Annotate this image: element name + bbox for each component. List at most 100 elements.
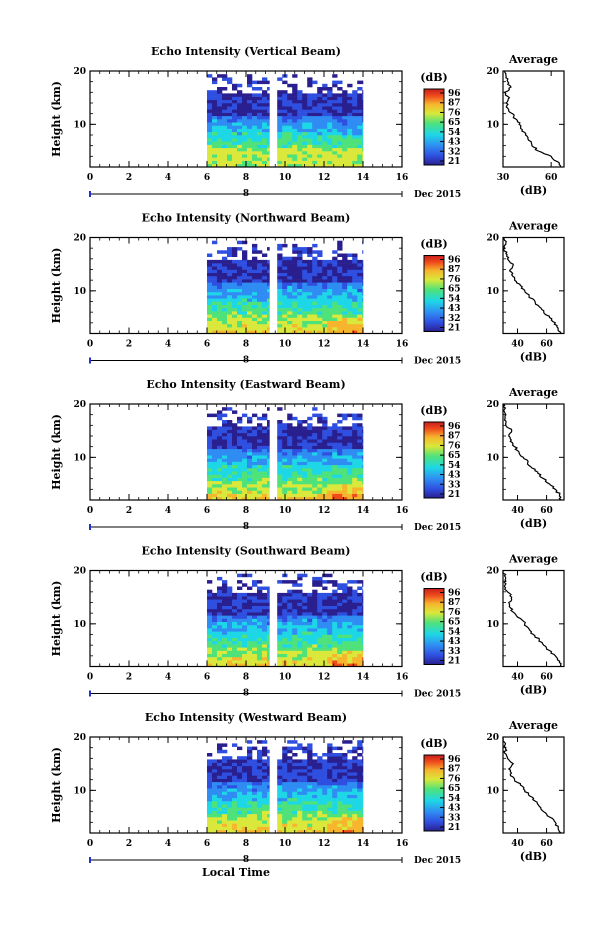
heatmap-cell [302, 144, 308, 149]
heatmap-cell [317, 612, 323, 616]
heatmap-cell [242, 596, 248, 600]
heatmap-cell [337, 243, 343, 248]
heatmap-cell [207, 99, 213, 104]
average-x-tick-label: 40 [511, 839, 524, 849]
heatmap-cell [317, 468, 323, 472]
heatmap-cell [262, 304, 268, 309]
heatmap-cell [232, 653, 238, 658]
heatmap-cell [277, 147, 283, 152]
heatmap-cell [212, 778, 218, 783]
heatmap-cell [267, 288, 270, 293]
heatmap-cell [252, 144, 258, 149]
heatmap-cell [247, 762, 253, 767]
heatmap-cell [337, 612, 343, 616]
heatmap-cell [252, 119, 258, 123]
heatmap-cell [242, 317, 248, 321]
heatmap-cell [337, 817, 343, 821]
heatmap-cell [327, 772, 333, 776]
average-frame [502, 236, 565, 335]
heatmap-cell [307, 788, 313, 792]
heatmap-cell [237, 640, 243, 645]
heatmap-cell [337, 298, 343, 302]
heatmap-cell [297, 147, 303, 152]
heatmap-cell [277, 791, 283, 795]
heatmap-cell [237, 599, 243, 603]
heatmap-cell [307, 778, 313, 783]
heatmap-cell [232, 634, 238, 638]
heatmap-cell [287, 307, 293, 312]
heatmap-cell [347, 413, 353, 418]
heatmap-cell [207, 253, 213, 257]
heatmap-cell [297, 817, 303, 821]
heatmap-cell [222, 103, 228, 107]
heatmap-cell [232, 759, 238, 763]
heatmap-cell [312, 634, 318, 638]
heatmap-cell [342, 621, 348, 626]
heatmap-cell [262, 330, 268, 334]
heatmap-cell [342, 762, 348, 767]
heatmap-cell [257, 416, 263, 421]
heatmap-cell [362, 791, 364, 795]
heatmap-cell [307, 416, 313, 421]
heatmap-cell [267, 266, 270, 270]
heatmap-cell [252, 817, 258, 821]
heatmap-cell [287, 650, 293, 654]
heatmap-cell [242, 756, 248, 760]
heatmap-cell [362, 125, 364, 129]
heatmap-cell [307, 471, 313, 475]
heatmap-cell [222, 589, 228, 594]
heatmap-cell [217, 285, 223, 289]
heatmap-cell [352, 279, 358, 283]
heatmap-cell [267, 660, 270, 664]
heatmap-cell [267, 762, 270, 767]
heatmap-cell [307, 144, 313, 149]
heatmap-cell [302, 791, 308, 795]
heatmap-cell [342, 823, 348, 827]
heatmap-cell [357, 426, 363, 430]
heatmap-cell [332, 285, 338, 289]
heatmap-cell [207, 429, 213, 434]
heatmap-cell [237, 756, 243, 760]
heatmap-cell [292, 468, 298, 472]
heatmap-cell [277, 163, 283, 168]
heatmap-cell [227, 813, 233, 818]
heatmap-cell [292, 817, 298, 821]
heatmap-cell [297, 131, 303, 136]
heatmap-cell [342, 320, 348, 325]
panel-0: Echo Intensity (Vertical Beam)0 2 4 6 8 10 12 1… [50, 45, 565, 200]
heatmap-cell [362, 788, 364, 792]
heatmap-cell [262, 634, 268, 638]
heatmap-cell [242, 605, 248, 610]
heatmap-cell [217, 410, 223, 414]
heatmap-cell [227, 275, 233, 280]
heatmap-cell [307, 298, 313, 302]
heatmap-cell [362, 311, 364, 315]
heatmap-cell [317, 99, 323, 104]
heatmap-cell [277, 794, 283, 799]
heatmap-cell [307, 301, 313, 305]
heatmap-cell [327, 147, 333, 152]
heatmap-cell [312, 141, 318, 145]
heatmap-cell [282, 624, 288, 629]
heatmap-cell [337, 753, 343, 757]
heatmap-cell [362, 445, 364, 450]
heatmap-cell [357, 163, 363, 168]
heatmap-cell [267, 769, 270, 773]
heatmap-cell [352, 109, 358, 113]
heatmap-cell [302, 320, 308, 325]
heatmap-cell [237, 477, 243, 482]
heatmap-cell [307, 272, 313, 277]
heatmap-cell [257, 772, 263, 776]
heatmap-cell [217, 746, 223, 751]
y-tick-label: 10 [73, 453, 86, 463]
heatmap-cell [257, 624, 263, 629]
heatmap-cell [332, 605, 338, 610]
heatmap-cell [292, 243, 298, 248]
heatmap-cell [347, 477, 353, 482]
heatmap-cell [352, 327, 358, 331]
heatmap-cell [262, 618, 268, 622]
heatmap-cell [362, 580, 364, 584]
heatmap-cell [332, 263, 338, 267]
heatmap-cell [232, 432, 238, 437]
heatmap-cell [257, 461, 263, 466]
